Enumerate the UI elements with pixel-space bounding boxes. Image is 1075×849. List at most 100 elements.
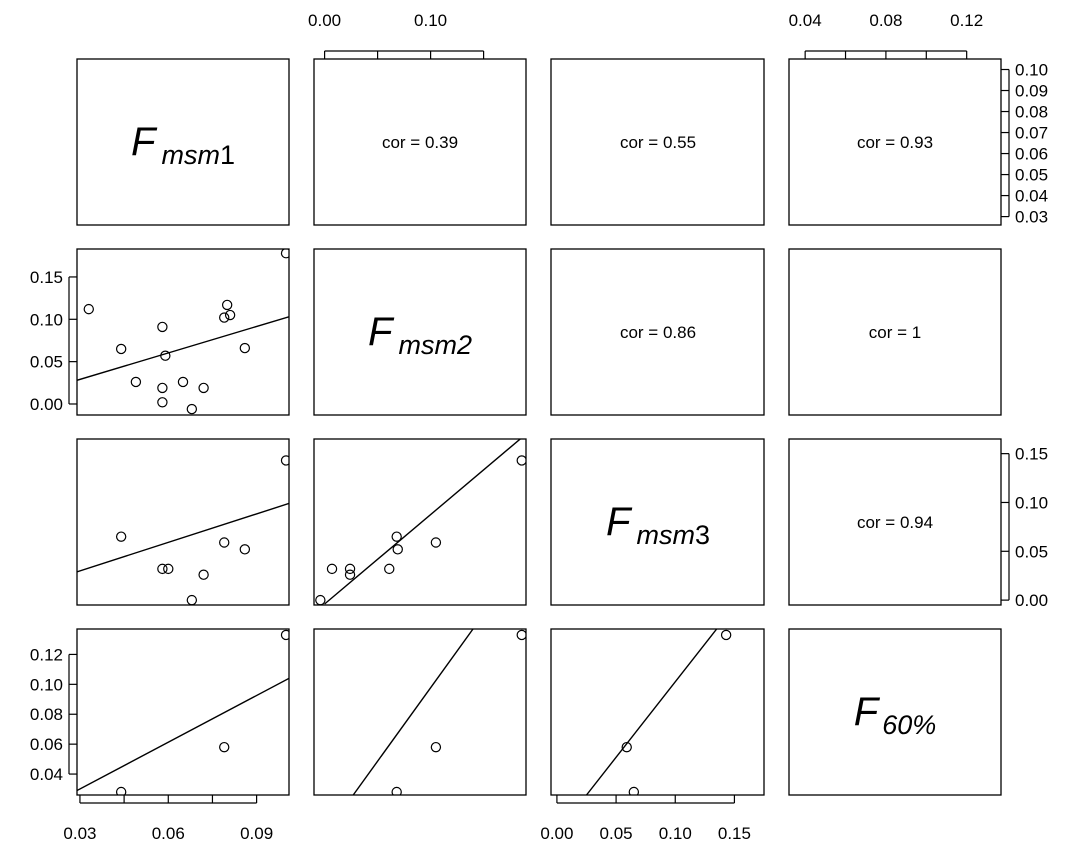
tick-label-right: 0.03: [1015, 208, 1048, 227]
scatter-panel-4-3: [585, 629, 732, 795]
panel-frame-2-3: [550, 248, 765, 416]
panel-frame-4-1: [76, 628, 290, 796]
panel-frame-4-2: [313, 628, 527, 796]
panel-frame-1-1: [76, 58, 290, 226]
data-point: [160, 350, 171, 361]
data-point: [177, 376, 189, 388]
data-point: [157, 563, 168, 575]
data-point: [157, 397, 168, 408]
tick-label-top: 0.10: [414, 11, 447, 30]
scatter-panel-4-1: [77, 629, 289, 795]
data-point: [516, 629, 526, 641]
panel-frame-1-2: [313, 58, 527, 226]
tick-label-left: 0.00: [30, 395, 63, 414]
correlation-label-1-4: cor = 0.93: [857, 133, 933, 152]
tick-label-bottom: 0.15: [718, 824, 751, 843]
panel-frame-4-3: [550, 628, 765, 796]
tick-label-top: 0.08: [869, 11, 902, 30]
data-point: [454, 429, 463, 438]
tick-label-bottom: 0.03: [63, 824, 96, 843]
data-point: [392, 544, 403, 555]
tick-label-left: 0.04: [30, 765, 63, 784]
data-point: [157, 321, 168, 333]
data-point: [430, 741, 442, 753]
tick-label-right: 0.08: [1015, 103, 1048, 122]
data-point: [130, 376, 142, 388]
data-point: [720, 629, 732, 641]
tick-label-right: 0.07: [1015, 124, 1048, 143]
data-point: [198, 569, 209, 580]
data-point: [239, 342, 251, 354]
tick-label-bottom: 0.00: [540, 824, 573, 843]
fit-line: [324, 439, 522, 605]
data-point: [239, 544, 251, 555]
tick-label-right: 0.15: [1015, 445, 1048, 464]
tick-label-right: 0.10: [1015, 61, 1048, 80]
data-point: [391, 786, 402, 795]
tick-label-left: 0.10: [30, 310, 63, 329]
scatter-panel-3-2: [315, 429, 526, 605]
correlation-label-2-4: cor = 1: [869, 323, 921, 342]
data-point: [186, 403, 198, 415]
data-point: [280, 455, 289, 466]
data-point: [430, 537, 442, 548]
tick-label-left: 0.10: [30, 675, 63, 694]
correlation-label-3-4: cor = 0.94: [857, 513, 933, 532]
panel-frame-3-4: [788, 438, 1002, 606]
panel-frame-2-2: [313, 248, 527, 416]
data-point: [223, 429, 232, 438]
tick-label-bottom: 0.05: [600, 824, 633, 843]
data-point: [83, 303, 94, 315]
tick-label-top: 0.00: [308, 11, 341, 30]
correlation-label-1-2: cor = 0.39: [382, 133, 458, 152]
data-point: [186, 594, 198, 605]
tick-label-right: 0.05: [1015, 166, 1048, 185]
panel-frame-3-1: [76, 438, 290, 606]
axes-layer: 0.00 0.10 0.04 0.08 0.12 0.03 0.06 0.09 0.00 0.05…: [30, 11, 1048, 843]
data-point: [115, 343, 127, 355]
scatter-panel-2-1: [77, 249, 289, 415]
tick-label-right: 0.06: [1015, 145, 1048, 164]
scatter-panel-4-2: [352, 629, 526, 795]
scatter-panel-3-1: [77, 429, 289, 605]
fit-line: [77, 502, 289, 573]
tick-label-right: 0.10: [1015, 493, 1048, 512]
tick-label-left: 0.05: [30, 353, 63, 372]
panel-frame-3-3: [550, 438, 765, 606]
data-point: [280, 249, 289, 259]
fit-line: [352, 629, 474, 795]
panel-frame-1-3: [550, 58, 765, 226]
tick-label-right: 0.09: [1015, 82, 1048, 101]
data-point: [280, 629, 289, 641]
panel-frame-2-1: [76, 248, 290, 416]
data-point: [326, 563, 338, 575]
data-point: [621, 741, 632, 753]
data-point: [315, 594, 326, 605]
panel-frame-4-4: [788, 628, 1002, 796]
panel-frame-3-2: [313, 438, 527, 606]
data-point: [198, 382, 209, 394]
panel-frame-1-4: [788, 58, 1002, 226]
data-point: [628, 786, 640, 795]
data-point: [219, 741, 230, 753]
data-point: [219, 312, 230, 323]
data-point: [115, 786, 127, 795]
fit-line: [77, 316, 289, 381]
correlation-label-2-3: cor = 0.86: [620, 323, 696, 342]
tick-label-left: 0.15: [30, 268, 63, 287]
panel-frame-2-4: [788, 248, 1002, 416]
data-point: [516, 455, 526, 466]
data-point: [157, 382, 168, 394]
tick-label-bottom: 0.06: [152, 824, 185, 843]
data-point: [391, 531, 402, 542]
data-point: [115, 531, 127, 542]
data-point: [221, 299, 233, 311]
marks-layer: [77, 249, 732, 795]
tick-label-left: 0.06: [30, 735, 63, 754]
fit-line: [77, 677, 289, 792]
data-point: [224, 309, 236, 321]
tick-label-right: 0.05: [1015, 542, 1048, 561]
